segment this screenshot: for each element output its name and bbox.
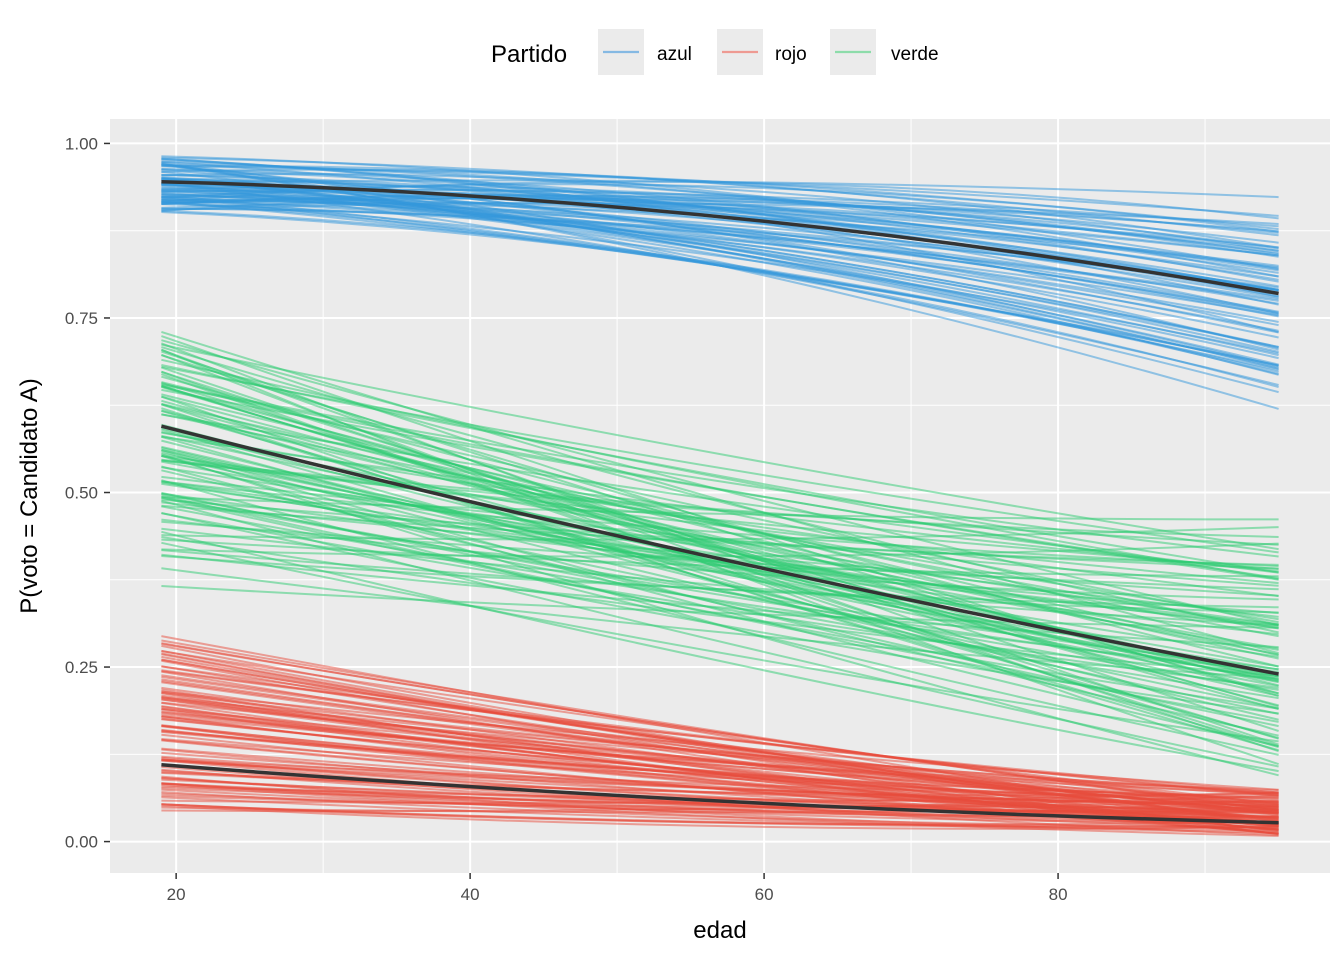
legend-entry-azul: azul [598, 29, 692, 75]
draw-line-verde [161, 395, 1279, 752]
draw-line-verde [161, 553, 1279, 649]
mean-line-azul [161, 180, 1279, 296]
draw-line-verde [161, 536, 1279, 678]
draw-line-azul [161, 188, 1279, 258]
draw-line-verde [161, 388, 1279, 579]
draw-line-rojo [161, 803, 1279, 828]
x-axis-title: edad [693, 917, 746, 944]
draw-line-verde [161, 409, 1279, 650]
draw-line-azul [161, 155, 1279, 271]
legend-entry-rojo: rojo [717, 29, 807, 75]
draw-line-verde [161, 454, 1279, 677]
x-tick-label: 20 [167, 885, 186, 904]
draw-line-azul [161, 200, 1279, 355]
draw-line-rojo [161, 775, 1279, 834]
draw-line-rojo [161, 690, 1279, 791]
draw-line-azul [161, 198, 1279, 278]
draw-line-azul [161, 189, 1279, 267]
mean-line-rojo [161, 763, 1279, 825]
legend: Partido azul rojo verde [491, 29, 939, 75]
x-tick-label: 60 [755, 885, 774, 904]
legend-entry-verde: verde [830, 29, 939, 75]
draw-line-verde [161, 383, 1279, 558]
draw-line-verde [161, 541, 1279, 743]
draw-line-verde [161, 542, 1279, 558]
draw-line-verde [161, 365, 1279, 554]
y-tick-label: 0.00 [65, 833, 98, 852]
draw-line-verde [161, 512, 1279, 689]
draw-line-verde [161, 475, 1279, 568]
draw-line-verde [161, 343, 1279, 551]
draw-line-verde [161, 555, 1279, 609]
draw-line-rojo [161, 669, 1279, 796]
draw-line-verde [161, 384, 1279, 695]
draw-line-azul [161, 178, 1279, 348]
y-axis-title: P(voto = Candidato A) [16, 378, 43, 613]
y-tick-label: 1.00 [65, 134, 98, 153]
draw-line-verde [161, 501, 1279, 597]
draw-line-azul [161, 202, 1279, 225]
y-tick-label: 0.75 [65, 309, 98, 328]
draw-line-verde [161, 358, 1279, 581]
x-tick-label: 80 [1049, 885, 1068, 904]
draw-line-verde [161, 585, 1279, 629]
draw-line-rojo [161, 771, 1279, 805]
x-axis: 20 40 60 80 [167, 873, 1068, 904]
draw-line-rojo [161, 690, 1279, 831]
mean-line-verde [160, 424, 1279, 676]
x-tick-label: 40 [461, 885, 480, 904]
draw-line-rojo [161, 642, 1279, 809]
draw-line-verde [161, 395, 1279, 656]
draw-line-verde [161, 492, 1279, 614]
draw-line-verde [161, 448, 1279, 682]
draw-line-azul [161, 163, 1279, 394]
legend-label-verde: verde [891, 44, 939, 65]
draw-line-verde [161, 479, 1279, 756]
legend-title: Partido [491, 41, 567, 68]
mean-lines [160, 180, 1279, 825]
draw-line-verde [161, 480, 1279, 587]
draw-line-azul [161, 194, 1279, 371]
draw-line-verde [161, 346, 1279, 634]
draw-line-azul [161, 168, 1279, 249]
draw-line-rojo [161, 650, 1279, 806]
draw-line-verde [161, 428, 1279, 721]
y-tick-label: 0.50 [65, 484, 98, 503]
y-tick-label: 0.25 [65, 658, 98, 677]
draw-line-rojo [161, 707, 1279, 806]
draw-line-verde [161, 330, 1279, 655]
y-axis: 0.00 0.25 0.50 0.75 1.00 [65, 134, 110, 852]
legend-label-azul: azul [657, 44, 692, 65]
draw-line-verde [161, 459, 1279, 571]
draw-line-verde [161, 504, 1279, 566]
series-lines [161, 155, 1279, 837]
draw-line-rojo [161, 792, 1279, 813]
draw-line-rojo [161, 707, 1279, 820]
legend-label-rojo: rojo [775, 44, 807, 65]
draw-line-azul [161, 178, 1279, 348]
